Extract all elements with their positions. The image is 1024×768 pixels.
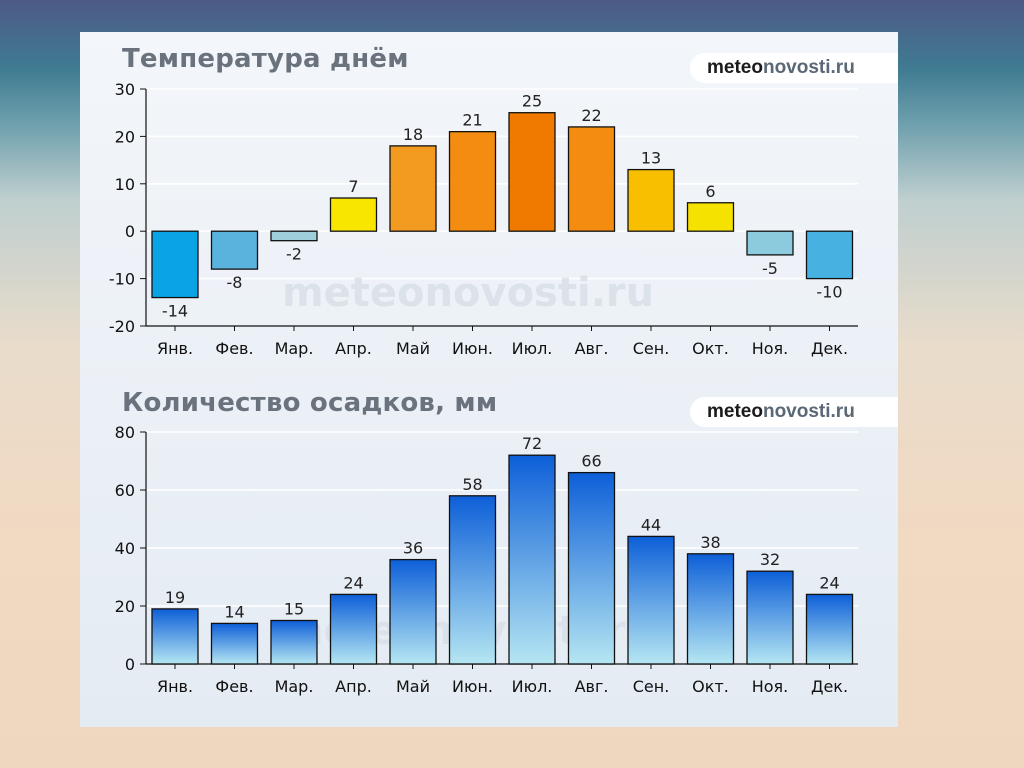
temperature-chart-title: Температура днём — [122, 44, 409, 74]
bar — [508, 454, 556, 665]
data-label: 14 — [224, 602, 244, 621]
bar — [746, 570, 794, 665]
brand-part2: novosti.ru — [762, 401, 855, 422]
brand-part2: novosti.ru — [762, 57, 855, 78]
y-tick-label: 80 — [115, 423, 135, 442]
y-tick-label: -20 — [109, 317, 135, 336]
bar — [329, 593, 378, 665]
y-tick-label: 30 — [115, 80, 135, 99]
x-tick-label: Фев. — [215, 339, 253, 358]
data-label: -14 — [162, 302, 188, 321]
brand-logo-bottom: meteonovosti.ru — [690, 397, 898, 427]
x-tick-label: Янв. — [157, 677, 193, 696]
x-tick-label: Июл. — [512, 339, 553, 358]
bar — [270, 230, 318, 242]
y-tick-label: 0 — [125, 655, 135, 674]
bar — [746, 230, 794, 256]
precipitation-chart: 806040200meteonovosti.ru19Янв.14Фев.15Ма… — [115, 423, 858, 696]
x-tick-label: Окт. — [692, 677, 729, 696]
bar — [448, 495, 497, 665]
x-tick-label: Сен. — [633, 677, 670, 696]
x-tick-label: Май — [396, 339, 430, 358]
x-tick-label: Ноя. — [752, 339, 789, 358]
bar — [151, 608, 199, 665]
data-label: 36 — [403, 539, 423, 558]
bar — [567, 126, 616, 232]
data-label: -2 — [286, 245, 302, 264]
y-tick-label: 40 — [115, 539, 135, 558]
data-label: 22 — [581, 106, 601, 125]
data-label: 24 — [343, 573, 363, 592]
precipitation-chart-title: Количество осадков, мм — [122, 388, 498, 418]
data-label: 32 — [760, 550, 780, 569]
x-tick-label: Мар. — [275, 339, 314, 358]
x-tick-label: Авг. — [575, 677, 609, 696]
data-label: -5 — [762, 259, 778, 278]
x-tick-label: Июн. — [452, 677, 493, 696]
bar — [805, 593, 854, 665]
x-tick-label: Сен. — [633, 339, 670, 358]
x-tick-label: Апр. — [335, 677, 372, 696]
bar — [567, 471, 616, 665]
data-label: 19 — [165, 588, 185, 607]
y-tick-label: 0 — [125, 222, 135, 241]
data-label: 21 — [462, 111, 482, 130]
y-tick-label: 60 — [115, 481, 135, 500]
data-label: -8 — [227, 273, 243, 292]
bar — [389, 145, 437, 232]
x-tick-label: Дек. — [811, 677, 848, 696]
bar — [329, 197, 378, 232]
data-label: 6 — [705, 182, 715, 201]
data-label: 7 — [348, 177, 358, 196]
bar — [627, 168, 675, 232]
bar — [627, 535, 675, 665]
bar — [686, 202, 735, 232]
data-label: 66 — [581, 452, 601, 471]
x-tick-label: Июл. — [512, 677, 553, 696]
x-tick-label: Апр. — [335, 339, 372, 358]
data-label: -10 — [816, 283, 842, 302]
brand-logo-top: meteonovosti.ru — [690, 53, 898, 83]
temperature-chart: 30 20 10 0 -10 -20 meteonovosti.ru -14 Янв. -8 Фев… — [109, 80, 858, 358]
x-tick-label: Дек. — [811, 339, 848, 358]
data-label: 58 — [462, 475, 482, 494]
x-tick-label: Мар. — [275, 677, 314, 696]
x-tick-label: Авг. — [575, 339, 609, 358]
brand-part1: meteo — [707, 57, 763, 78]
data-label: 15 — [284, 600, 304, 619]
data-label: 13 — [641, 149, 661, 168]
x-tick-label: Фев. — [215, 677, 253, 696]
x-tick-label: Май — [396, 677, 430, 696]
x-tick-label: Ноя. — [752, 677, 789, 696]
bar — [508, 112, 556, 232]
data-label: 25 — [522, 92, 542, 111]
bar — [805, 230, 854, 280]
y-tick-label: -10 — [109, 270, 135, 289]
y-tick-label: 20 — [115, 597, 135, 616]
bar — [210, 622, 259, 665]
data-label: 18 — [403, 125, 423, 144]
bar — [270, 619, 318, 665]
bar — [448, 131, 497, 232]
watermark: meteonovosti.ru — [282, 270, 654, 316]
brand-part1: meteo — [707, 401, 763, 422]
data-label: 24 — [819, 573, 839, 592]
data-label: 38 — [700, 533, 720, 552]
bar — [210, 230, 259, 270]
data-label: 72 — [522, 434, 542, 453]
data-label: 44 — [641, 515, 661, 534]
y-tick-label: 10 — [115, 175, 135, 194]
bar — [389, 558, 437, 665]
bar — [151, 230, 199, 299]
x-tick-label: Окт. — [692, 339, 729, 358]
y-tick-label: 20 — [115, 127, 135, 146]
x-tick-label: Янв. — [157, 339, 193, 358]
bar — [686, 553, 735, 665]
x-tick-label: Июн. — [452, 339, 493, 358]
